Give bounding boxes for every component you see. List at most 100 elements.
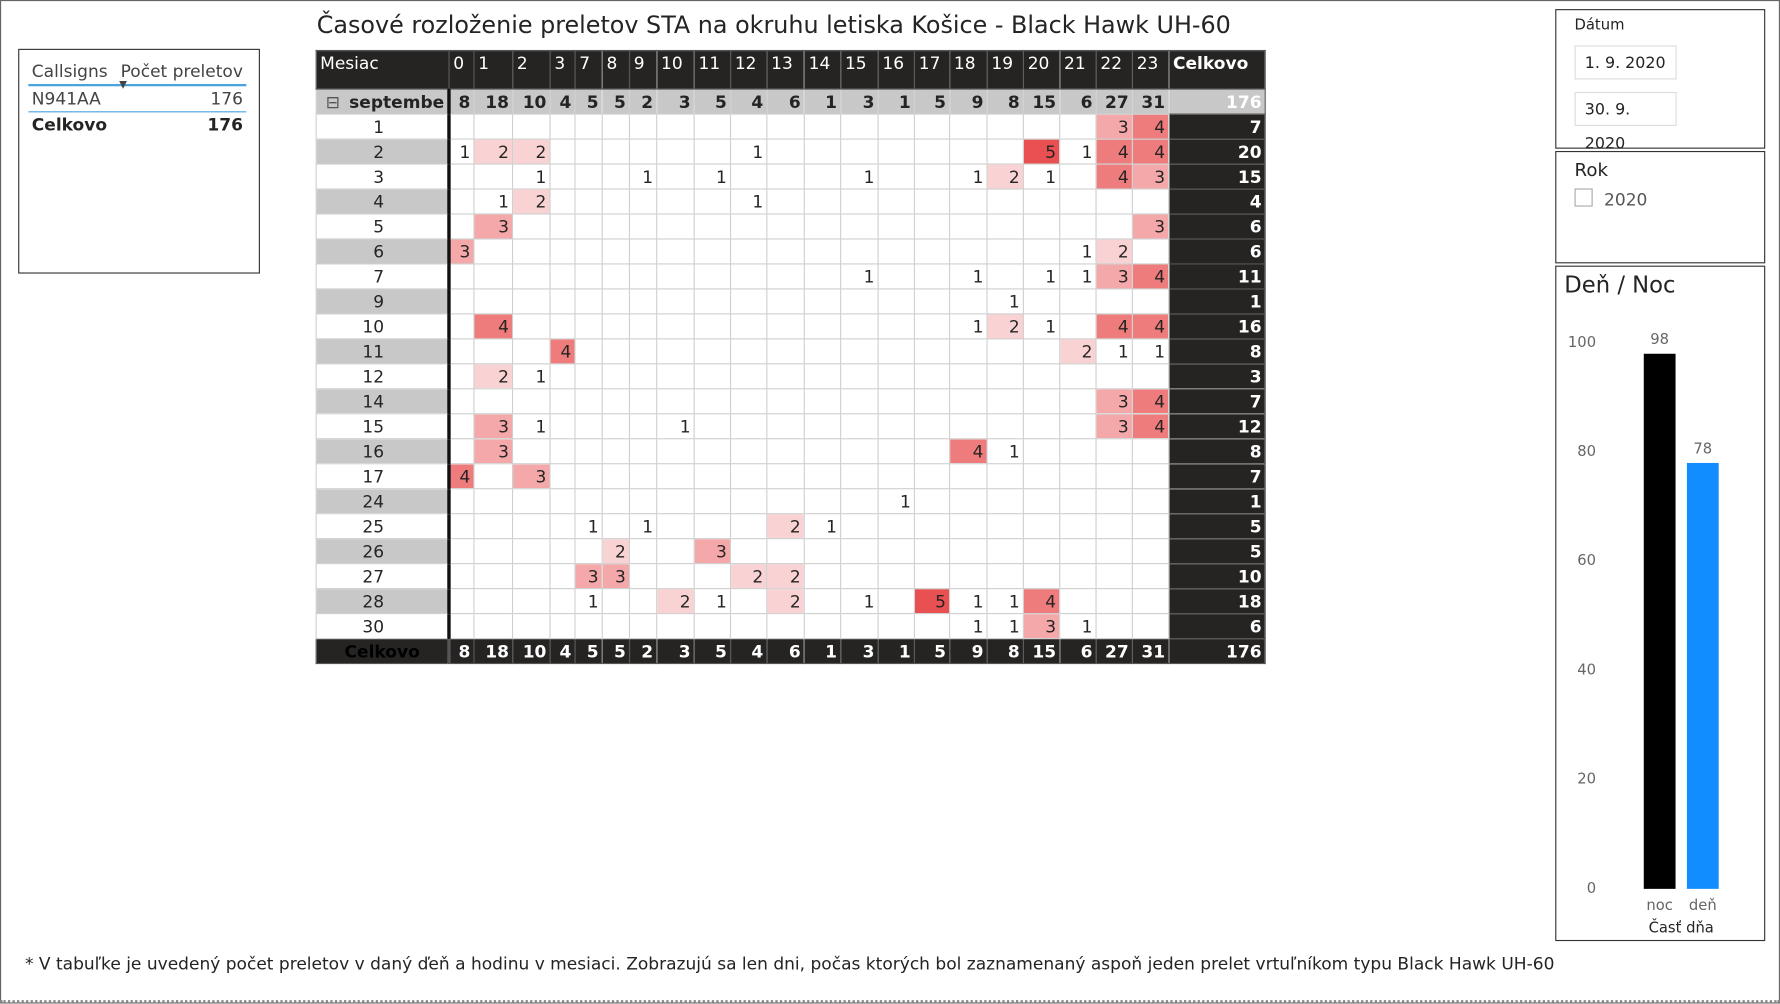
cell — [602, 388, 631, 415]
column-header: 9 — [629, 49, 658, 90]
cell — [656, 613, 696, 640]
row-total: 10 — [1168, 563, 1267, 590]
cell — [840, 138, 879, 165]
cell — [473, 588, 514, 615]
cell — [840, 213, 879, 240]
cell — [512, 388, 551, 415]
cell: 1 — [949, 263, 988, 290]
cell: 1 — [949, 313, 988, 340]
cell — [656, 313, 696, 340]
cell — [1095, 613, 1134, 640]
cell — [473, 388, 514, 415]
option-label[interactable]: 2020 — [1604, 189, 1648, 211]
cell: 1 — [448, 138, 475, 165]
cell — [1059, 113, 1097, 140]
column-header[interactable]: Počet preletov ▼ — [113, 59, 246, 91]
cell — [448, 513, 475, 540]
matrix: Mesiac 0 1 2 3 7 8 9 10 11 12 13 14 15 16 17 18 19 20 21 22 2… — [315, 49, 1267, 665]
cell — [1059, 413, 1097, 440]
cell — [549, 313, 576, 340]
cell — [1132, 588, 1170, 615]
cell — [656, 188, 696, 215]
cell — [730, 488, 768, 515]
cell — [986, 338, 1025, 365]
cell — [693, 113, 732, 140]
cell — [512, 513, 551, 540]
cell — [549, 388, 576, 415]
cell: 2 — [473, 363, 514, 390]
cell — [512, 238, 551, 265]
cell: 27 — [1095, 88, 1134, 115]
cell: 2 — [656, 588, 696, 615]
cell: 3 — [1095, 413, 1134, 440]
date-input[interactable]: 30. 9. 2020 — [1574, 91, 1677, 153]
date-input[interactable]: 1. 9. 2020 — [1574, 45, 1677, 80]
cell — [1095, 438, 1134, 465]
row-total: 20 — [1168, 138, 1267, 165]
row-header: 3 — [315, 163, 452, 190]
cell — [574, 113, 604, 140]
cell — [730, 363, 768, 390]
cell: 1 — [804, 637, 842, 665]
cell — [629, 588, 658, 615]
cell — [840, 363, 879, 390]
cell: 4 — [1132, 263, 1170, 290]
cell — [1023, 538, 1061, 565]
cell — [549, 463, 576, 490]
cell — [656, 138, 696, 165]
cell — [877, 138, 916, 165]
cell — [766, 488, 806, 515]
bar — [1686, 462, 1719, 889]
cell — [949, 538, 988, 565]
checkbox[interactable] — [1574, 188, 1593, 207]
cell — [986, 513, 1025, 540]
value-label: 78 — [1693, 440, 1712, 457]
y-tick-label: 40 — [1577, 661, 1596, 678]
row-total: 7 — [1168, 113, 1267, 140]
cell — [730, 588, 768, 615]
cell — [804, 413, 842, 440]
cell: 1 — [1059, 238, 1097, 265]
cell: 1 — [1059, 263, 1097, 290]
column-header[interactable]: Callsigns — [31, 61, 108, 82]
cell — [1095, 463, 1134, 490]
cell: 4 — [473, 313, 514, 340]
cell — [949, 413, 988, 440]
cell: 5 — [602, 637, 631, 665]
cell — [693, 563, 732, 590]
callsigns-table: Callsigns Počet preletov ▼ N941AA 176 Cel… — [18, 48, 260, 274]
cell — [574, 288, 604, 315]
cell — [549, 438, 576, 465]
cell — [693, 438, 732, 465]
cell — [602, 313, 631, 340]
cell — [656, 438, 696, 465]
cell — [1023, 488, 1061, 515]
row-total: 6 — [1168, 613, 1267, 640]
cell — [914, 238, 951, 265]
row-header: 4 — [315, 188, 452, 215]
cell — [473, 563, 514, 590]
cell: 2 — [629, 88, 658, 115]
cell — [877, 463, 916, 490]
cell — [1059, 488, 1097, 515]
cell — [602, 238, 631, 265]
cell — [877, 213, 916, 240]
cell — [1023, 188, 1061, 215]
cell — [914, 463, 951, 490]
cell: 2 — [986, 163, 1025, 190]
row-header: 1 — [315, 113, 452, 140]
cell — [629, 388, 658, 415]
row-header[interactable]: ⊟ septembe — [315, 88, 452, 115]
cell — [574, 238, 604, 265]
cell — [629, 538, 658, 565]
cell — [656, 288, 696, 315]
cell — [914, 413, 951, 440]
cell — [512, 313, 551, 340]
row: 7 1 1 1 1 3 4 11 — [315, 263, 1267, 290]
column-header: 2 — [512, 49, 551, 90]
cell — [448, 538, 475, 565]
cell — [448, 413, 475, 440]
row-header-title: Mesiac — [315, 49, 450, 90]
cell — [986, 488, 1025, 515]
cell: 1 — [877, 637, 916, 665]
